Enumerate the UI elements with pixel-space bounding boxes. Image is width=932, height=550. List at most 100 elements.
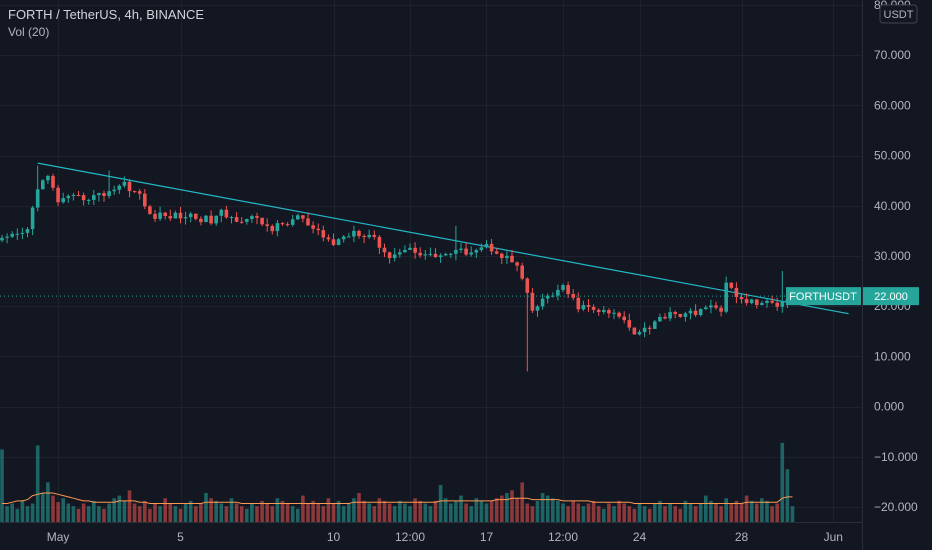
currency-badge[interactable]: USDT [879, 4, 918, 24]
volume-bar [178, 508, 183, 522]
volume-bar [229, 498, 234, 522]
volume-bar [459, 495, 463, 522]
candle-body [443, 253, 448, 256]
volume-bar [663, 506, 667, 522]
candle-body [234, 217, 239, 222]
candle-body [607, 310, 611, 314]
candle-body [505, 255, 509, 259]
volume-bar [331, 503, 336, 522]
candle-body [418, 252, 422, 256]
last-price-tag: FORTHUSDT 22.000 [786, 287, 919, 306]
symbol-title[interactable]: FORTH / TetherUS, 4h, BINANCE [8, 7, 204, 22]
candle-body [377, 236, 382, 248]
volume-bar [622, 503, 626, 522]
volume-bar [250, 503, 254, 522]
volume-bar [443, 498, 448, 522]
candle-body [301, 215, 305, 219]
candle-body [438, 255, 443, 258]
candle-body [719, 307, 723, 312]
volume-bar [234, 503, 239, 522]
time-axis-label: 12:00 [548, 530, 578, 544]
volume-bar [163, 498, 167, 522]
price-axis-label: 70.000 [874, 48, 911, 62]
volume-bar [10, 503, 14, 522]
candle-body [454, 249, 458, 254]
candle-body [581, 305, 586, 310]
candle-body [484, 243, 489, 248]
candle-body [459, 248, 463, 250]
candle-body [500, 253, 504, 259]
price-axis[interactable]: 80.00070.00060.00050.00040.00030.00020.0… [874, 0, 918, 514]
candle-body [382, 247, 387, 253]
candle-body [775, 302, 779, 307]
volume-bar [326, 498, 331, 522]
candle-body [428, 253, 433, 255]
candle-body [571, 294, 575, 298]
volume-bar [51, 495, 55, 522]
volume-bar [719, 506, 723, 522]
candle-body [20, 232, 25, 234]
volume-bar [428, 506, 433, 522]
volume-bar [729, 503, 734, 522]
volume-bar [581, 506, 586, 522]
volume-bar [678, 508, 683, 522]
candle-body [280, 223, 285, 225]
volume-bar [591, 500, 596, 522]
volume-bar [505, 492, 509, 522]
volume-bar [520, 482, 524, 522]
volume-bar [576, 503, 581, 522]
candle-body [449, 253, 453, 255]
candle-body [285, 224, 290, 226]
volume-bar [362, 500, 366, 522]
volume-bar [724, 498, 728, 522]
candle-body [102, 193, 106, 196]
volume-ma-line [2, 492, 793, 504]
candle-body [392, 254, 397, 258]
volume-bar [479, 500, 484, 522]
candle-body [81, 195, 86, 201]
candle-body [112, 189, 116, 192]
volume-bar [596, 506, 601, 522]
volume-bar [107, 503, 111, 522]
volume-bar [673, 506, 677, 522]
price-tag-value: 22.000 [874, 291, 908, 303]
candle-body [663, 316, 667, 319]
volume-bar [510, 490, 514, 522]
volume-bar [714, 503, 718, 522]
time-axis-label: 5 [177, 530, 184, 544]
candle-body [132, 191, 137, 193]
volume-bar [275, 498, 280, 522]
volume-bar [296, 508, 300, 522]
candle-body [673, 312, 677, 314]
time-axis[interactable]: May 5 10 12:00 17 12:00 24 28 Jun [47, 530, 843, 544]
volume-bar [642, 506, 647, 522]
volume-bar [117, 495, 122, 522]
volume-bar [413, 498, 417, 522]
volume-bar [245, 508, 249, 522]
candle-body [245, 218, 249, 222]
candle-body [352, 230, 356, 237]
volume-bar [61, 498, 65, 522]
candle-body [530, 292, 535, 311]
volume-bar [97, 506, 101, 522]
volume-bar [637, 503, 642, 522]
volume-bar [392, 506, 397, 522]
candle-body [51, 175, 55, 188]
candle-body [326, 237, 331, 240]
candle-body [25, 229, 30, 233]
candle-body [734, 287, 739, 297]
volume-bar [438, 485, 443, 522]
volume-bar [464, 503, 468, 522]
candle-body [591, 306, 596, 310]
volume-bar [290, 506, 295, 522]
volume-indicator-label[interactable]: Vol (20) [8, 25, 49, 39]
candle-body [194, 213, 198, 219]
candle-body [760, 303, 764, 305]
candle-body [540, 298, 545, 307]
volume-bar [260, 500, 264, 522]
candle-body [678, 313, 683, 317]
volume-bar [301, 495, 305, 522]
